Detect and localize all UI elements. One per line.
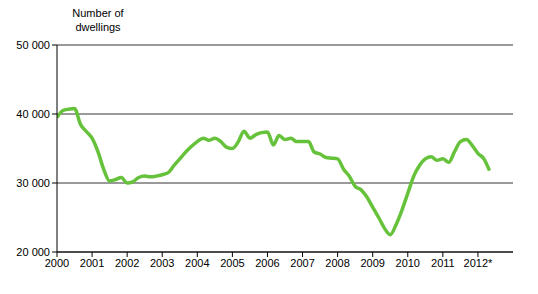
svg-text:2004: 2004 [185,257,209,269]
svg-text:2005: 2005 [220,257,244,269]
svg-text:2010: 2010 [396,257,420,269]
svg-text:2006: 2006 [255,257,279,269]
svg-text:2011: 2011 [431,257,455,269]
svg-text:2003: 2003 [150,257,174,269]
svg-text:2009: 2009 [360,257,384,269]
svg-text:2012*: 2012* [464,257,493,269]
svg-text:2002: 2002 [115,257,139,269]
svg-text:50 000: 50 000 [16,39,50,51]
svg-text:40 000: 40 000 [16,108,50,120]
svg-text:30 000: 30 000 [16,177,50,189]
svg-text:2007: 2007 [290,257,314,269]
svg-text:2001: 2001 [80,257,104,269]
svg-text:2000: 2000 [45,257,69,269]
svg-text:2008: 2008 [325,257,349,269]
svg-text:20 000: 20 000 [16,246,50,258]
html-text:Number of dwellings: Number of dwellings [72,7,124,33]
